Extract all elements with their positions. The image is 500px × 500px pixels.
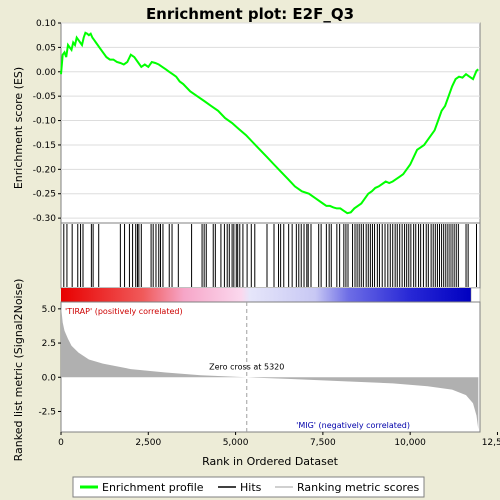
metric-y-ticks: 5.0 2.5 0.0 -2.5 bbox=[38, 305, 61, 417]
es-y-tick-label: 0.00 bbox=[36, 68, 56, 78]
es-y-tick-label: -0.25 bbox=[33, 190, 56, 200]
negative-correlation-label: 'MIG' (negatively correlated) bbox=[296, 421, 410, 430]
es-y-tick-label: -0.15 bbox=[33, 141, 56, 151]
x-tick-label: 0 bbox=[58, 438, 64, 448]
es-y-tick-label: -0.20 bbox=[33, 165, 57, 175]
x-tick-label: 2,500 bbox=[135, 438, 161, 448]
metric-x-ticks: 0 2,500 5,000 7,500 10,000 12,500 bbox=[58, 432, 500, 448]
es-y-tick-label: -0.05 bbox=[33, 92, 56, 102]
metric-plot-area bbox=[60, 301, 481, 433]
metric-y-tick-label: 5.0 bbox=[42, 305, 57, 315]
x-tick-label: 7,500 bbox=[310, 438, 336, 448]
es-plot-area bbox=[60, 22, 481, 224]
hit-markers bbox=[63, 224, 478, 287]
zero-cross-label: Zero cross at 5320 bbox=[209, 362, 284, 371]
x-tick-label: 10,000 bbox=[394, 438, 426, 448]
ranking-color-bar bbox=[61, 288, 471, 302]
legend-box bbox=[72, 476, 425, 498]
es-y-ticks: 0.10 0.05 0.00 -0.05 -0.10 -0.15 -0.20 -0.25 -0.… bbox=[33, 19, 61, 224]
metric-y-axis-label: Ranked list metric (Signal2Noise) bbox=[12, 279, 25, 462]
legend-profile-label: Enrichment profile bbox=[102, 481, 204, 494]
legend: Enrichment profile Hits Ranking metric s… bbox=[72, 476, 425, 498]
chart-title: Enrichment plot: E2F_Q3 bbox=[146, 5, 354, 23]
x-tick-label: 5,000 bbox=[223, 438, 249, 448]
hits-panel bbox=[60, 222, 481, 289]
positive-correlation-label: 'TIRAP' (positively correlated) bbox=[65, 307, 183, 316]
es-gridlines bbox=[61, 22, 480, 219]
es-y-axis-label: Enrichment score (ES) bbox=[12, 67, 25, 189]
x-axis-label: Rank in Ordered Dataset bbox=[202, 455, 339, 468]
ranking-color-bar-end bbox=[470, 287, 481, 303]
es-y-tick-label: -0.10 bbox=[33, 117, 57, 127]
es-y-tick-label: -0.30 bbox=[33, 214, 57, 224]
metric-y-tick-label: -2.5 bbox=[38, 407, 56, 417]
x-tick-label: 12,500 bbox=[482, 438, 500, 448]
enrichment-profile-line bbox=[60, 31, 479, 215]
legend-metric-label: Ranking metric scores bbox=[297, 481, 419, 494]
es-y-tick-label: 0.05 bbox=[36, 43, 56, 53]
es-y-tick-label: 0.10 bbox=[36, 19, 56, 29]
metric-y-tick-label: 2.5 bbox=[42, 339, 56, 349]
legend-hits-label: Hits bbox=[240, 481, 262, 494]
metric-y-tick-label: 0.0 bbox=[42, 373, 57, 383]
